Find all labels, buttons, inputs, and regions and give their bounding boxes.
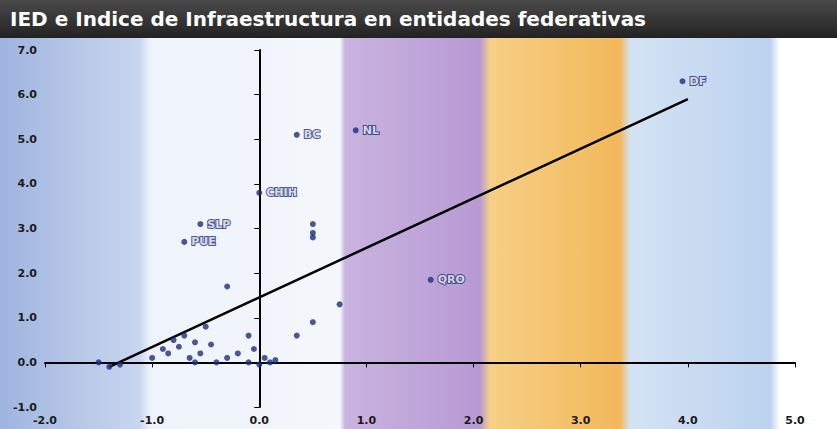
svg-text:1.0: 1.0 [357, 414, 377, 427]
svg-text:QRO: QRO [438, 273, 465, 286]
html-text:IED e Indice de Infraestructur: IED e Indice de Infraestructura en entid… [10, 7, 646, 31]
svg-text:SLP: SLP [207, 218, 230, 231]
svg-text:4.0: 4.0 [678, 414, 698, 427]
svg-text:3.0: 3.0 [18, 222, 38, 235]
svg-text:BC: BC [304, 128, 320, 141]
svg-text:5.0: 5.0 [785, 414, 805, 427]
svg-text:5.0: 5.0 [18, 133, 38, 146]
svg-text:0.0: 0.0 [250, 414, 270, 427]
svg-text:1.0: 1.0 [18, 311, 38, 324]
svg-text:NL: NL [363, 124, 379, 137]
svg-text:0.0: 0.0 [18, 356, 38, 369]
svg-text:2.0: 2.0 [18, 267, 38, 280]
svg-text:7.0: 7.0 [18, 44, 38, 57]
svg-text:PUE: PUE [191, 235, 216, 248]
svg-text:6.0: 6.0 [18, 88, 38, 101]
svg-text:4.0: 4.0 [18, 177, 38, 190]
svg-text:2.0: 2.0 [464, 414, 484, 427]
svg-text:CHIH: CHIH [266, 186, 297, 199]
svg-text:DF: DF [690, 75, 707, 88]
svg-text:-1.0: -1.0 [13, 401, 37, 414]
svg-text:-2.0: -2.0 [33, 414, 57, 427]
svg-text:-1.0: -1.0 [140, 414, 164, 427]
svg-text:3.0: 3.0 [571, 414, 591, 427]
